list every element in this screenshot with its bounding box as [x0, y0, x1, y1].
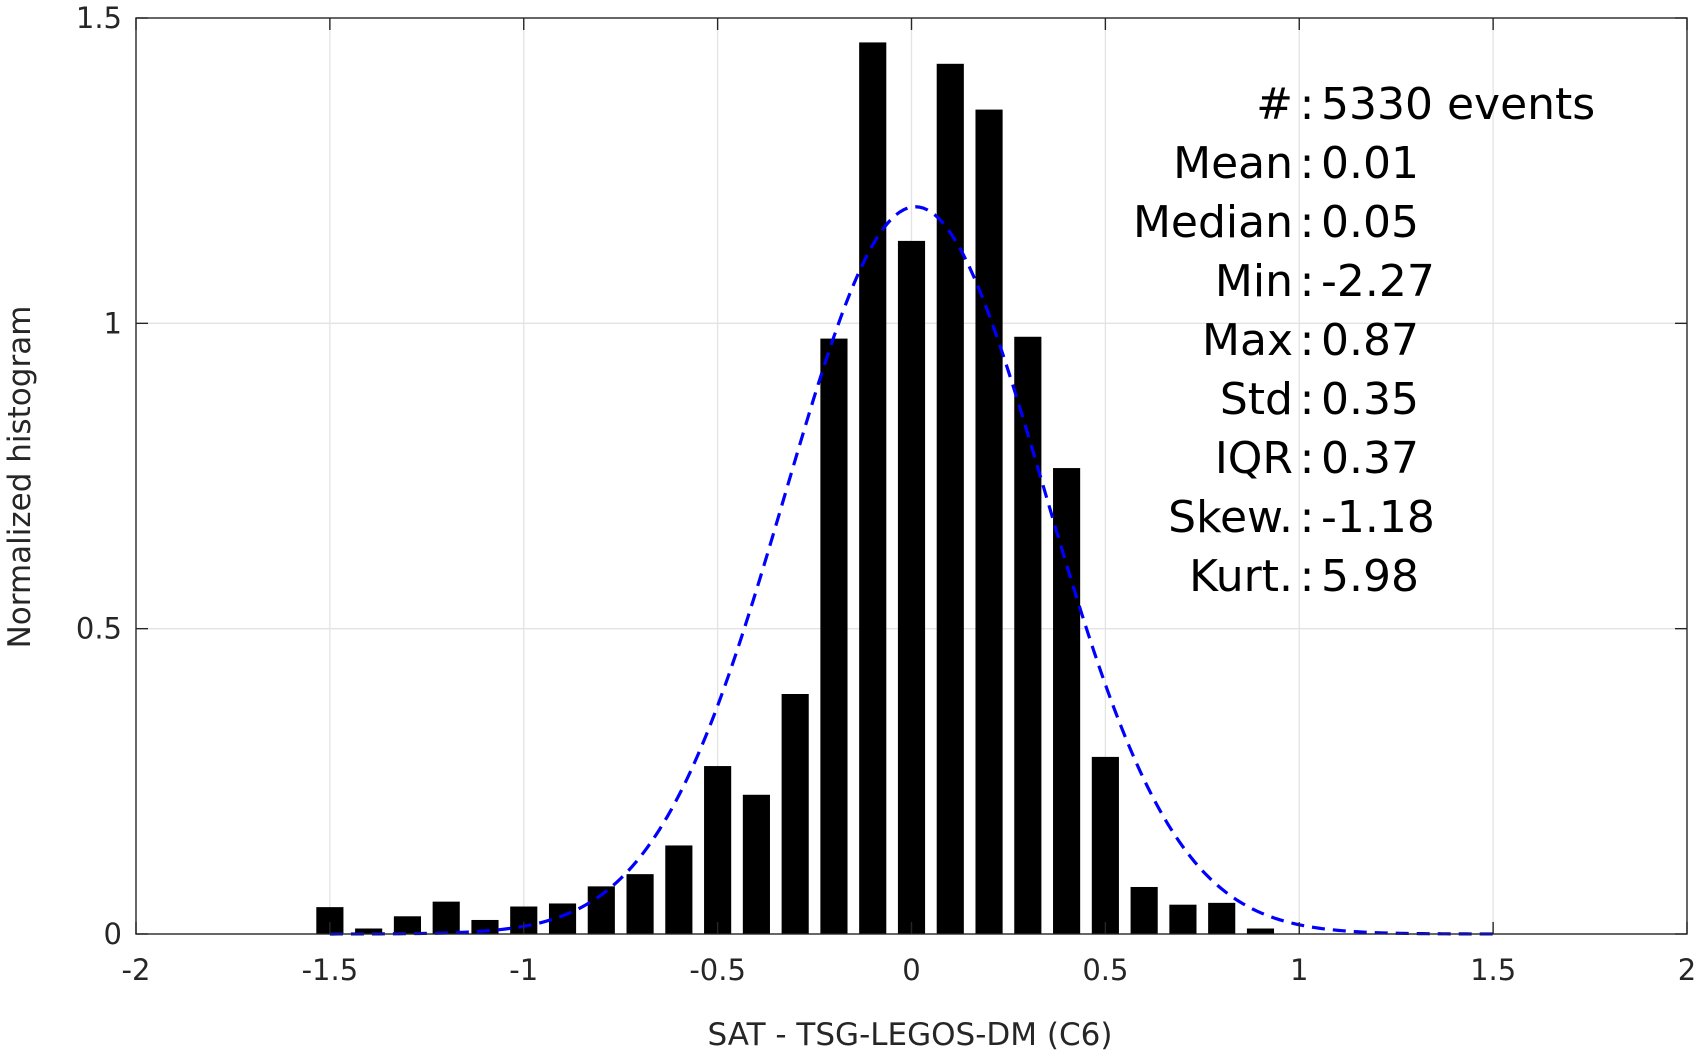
- histogram-bar: [704, 766, 732, 934]
- stats-label: #: [1256, 79, 1293, 130]
- stats-label: Std: [1220, 374, 1293, 425]
- y-axis-title: Normalized histogram: [2, 306, 38, 649]
- stats-label: IQR: [1215, 433, 1293, 484]
- axes-frame: [135, 17, 1688, 935]
- x-tick-label: -1.5: [302, 953, 359, 987]
- stats-separator: :: [1300, 551, 1315, 602]
- stats-label: Skew.: [1168, 492, 1293, 543]
- tick-labels: -2 -1.5 -1 -0.5 0 0.5 1 1.5 2 0 0.5 1 1.5: [76, 1, 1696, 987]
- histogram-bar: [1130, 886, 1158, 934]
- histogram-bar: [432, 901, 460, 934]
- y-tick-label: 1.5: [76, 1, 122, 35]
- histogram-bar: [897, 240, 926, 935]
- stats-separator: :: [1300, 433, 1315, 484]
- stats-separator: :: [1300, 138, 1315, 189]
- stats-value: 5330 events: [1321, 79, 1595, 130]
- x-tick-label: 1.5: [1470, 953, 1516, 987]
- y-tick-label: 0.5: [76, 612, 122, 646]
- stats-label: Mean: [1173, 138, 1293, 189]
- y-tick-label: 1: [104, 306, 122, 340]
- stats-separator: :: [1300, 79, 1315, 130]
- stats-value: -1.18: [1321, 492, 1435, 543]
- y-tick-label: 0: [104, 917, 122, 951]
- histogram-bar: [1091, 756, 1119, 934]
- stats-label: Kurt.: [1189, 551, 1293, 602]
- stats-separator: :: [1300, 492, 1315, 543]
- histogram-bar: [742, 794, 770, 934]
- histogram-bar: [1169, 904, 1197, 934]
- histogram-bar: [781, 694, 809, 934]
- x-tick-label: 0: [902, 953, 920, 987]
- stats-label: Max: [1202, 315, 1293, 366]
- histogram-bar: [548, 903, 577, 934]
- stats-separator: :: [1300, 315, 1315, 366]
- x-tick-label: 2: [1678, 953, 1696, 987]
- stats-value: 0.05: [1321, 197, 1419, 248]
- x-tick-label: -2: [122, 953, 151, 987]
- histogram-bar: [859, 42, 887, 935]
- stats-value: 0.01: [1321, 138, 1419, 189]
- stats-value: 0.35: [1321, 374, 1419, 425]
- x-tick-label: 1: [1290, 953, 1308, 987]
- x-tick-label: -0.5: [689, 953, 746, 987]
- histogram-bar: [1208, 902, 1236, 934]
- stats-separator: :: [1300, 256, 1315, 307]
- histogram-bar: [975, 109, 1003, 935]
- x-tick-label: -1: [509, 953, 538, 987]
- histogram-bar: [1246, 928, 1275, 934]
- histogram-bar: [1053, 468, 1081, 934]
- stats-value: 0.37: [1321, 433, 1419, 484]
- stats-label: Median: [1133, 197, 1293, 248]
- x-tick-label: 0.5: [1082, 953, 1128, 987]
- histogram-bar: [626, 874, 654, 934]
- stats-separator: :: [1300, 197, 1315, 248]
- histogram-bar: [665, 845, 693, 934]
- histogram-bar: [936, 63, 964, 935]
- histogram-bars: [316, 42, 1275, 935]
- x-axis-title: SAT - TSG-LEGOS-DM (C6): [708, 1017, 1113, 1053]
- stats-value: 5.98: [1321, 551, 1419, 602]
- histogram-bar: [1014, 336, 1042, 934]
- histogram-bar: [393, 916, 421, 934]
- stats-value: 0.87: [1321, 315, 1419, 366]
- histogram-bar: [355, 928, 383, 934]
- stats-label: Min: [1215, 256, 1293, 307]
- stats-value: -2.27: [1321, 256, 1435, 307]
- stats-separator: :: [1300, 374, 1315, 425]
- histogram-bar: [820, 338, 848, 935]
